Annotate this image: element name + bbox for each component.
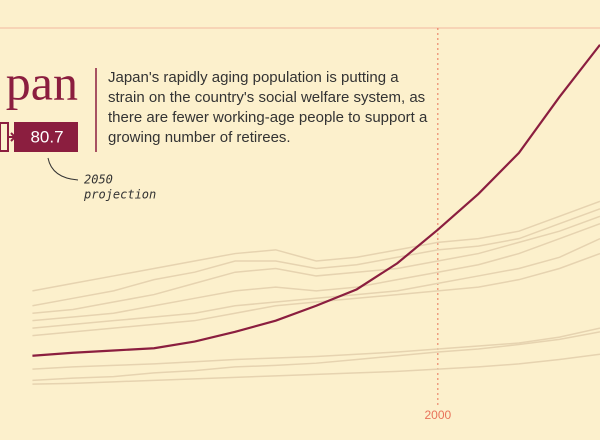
- series-line: [32, 252, 600, 337]
- annotation-arrow: [47, 157, 79, 181]
- series-line: [32, 353, 600, 385]
- badge-value: 80.7: [30, 127, 63, 146]
- description: Japan's rapidly aging population is putt…: [108, 69, 428, 146]
- description-line: there are fewer working-age people to su…: [108, 109, 428, 126]
- series-line: [32, 327, 600, 370]
- description-line: growing number of retirees.: [108, 129, 291, 146]
- series-line: [32, 200, 600, 292]
- series-line: [32, 237, 600, 329]
- annotation: projection: [83, 188, 156, 202]
- series-line: [32, 223, 600, 322]
- description-line: Japan's rapidly aging population is putt…: [108, 69, 399, 86]
- chart-title: pan: [6, 54, 78, 110]
- description-line: strain on the country's social welfare s…: [108, 89, 425, 106]
- badge: [14, 122, 78, 152]
- series-line: [32, 215, 600, 314]
- annotation: 2050: [84, 173, 113, 187]
- series-line: [32, 331, 600, 382]
- badge-start: [0, 122, 9, 152]
- series-line: [32, 208, 600, 307]
- badge-arrow: [8, 132, 17, 142]
- highlight-line: [32, 44, 600, 357]
- x-tick-label: 2000: [424, 408, 451, 422]
- plot: 2000: [32, 28, 600, 422]
